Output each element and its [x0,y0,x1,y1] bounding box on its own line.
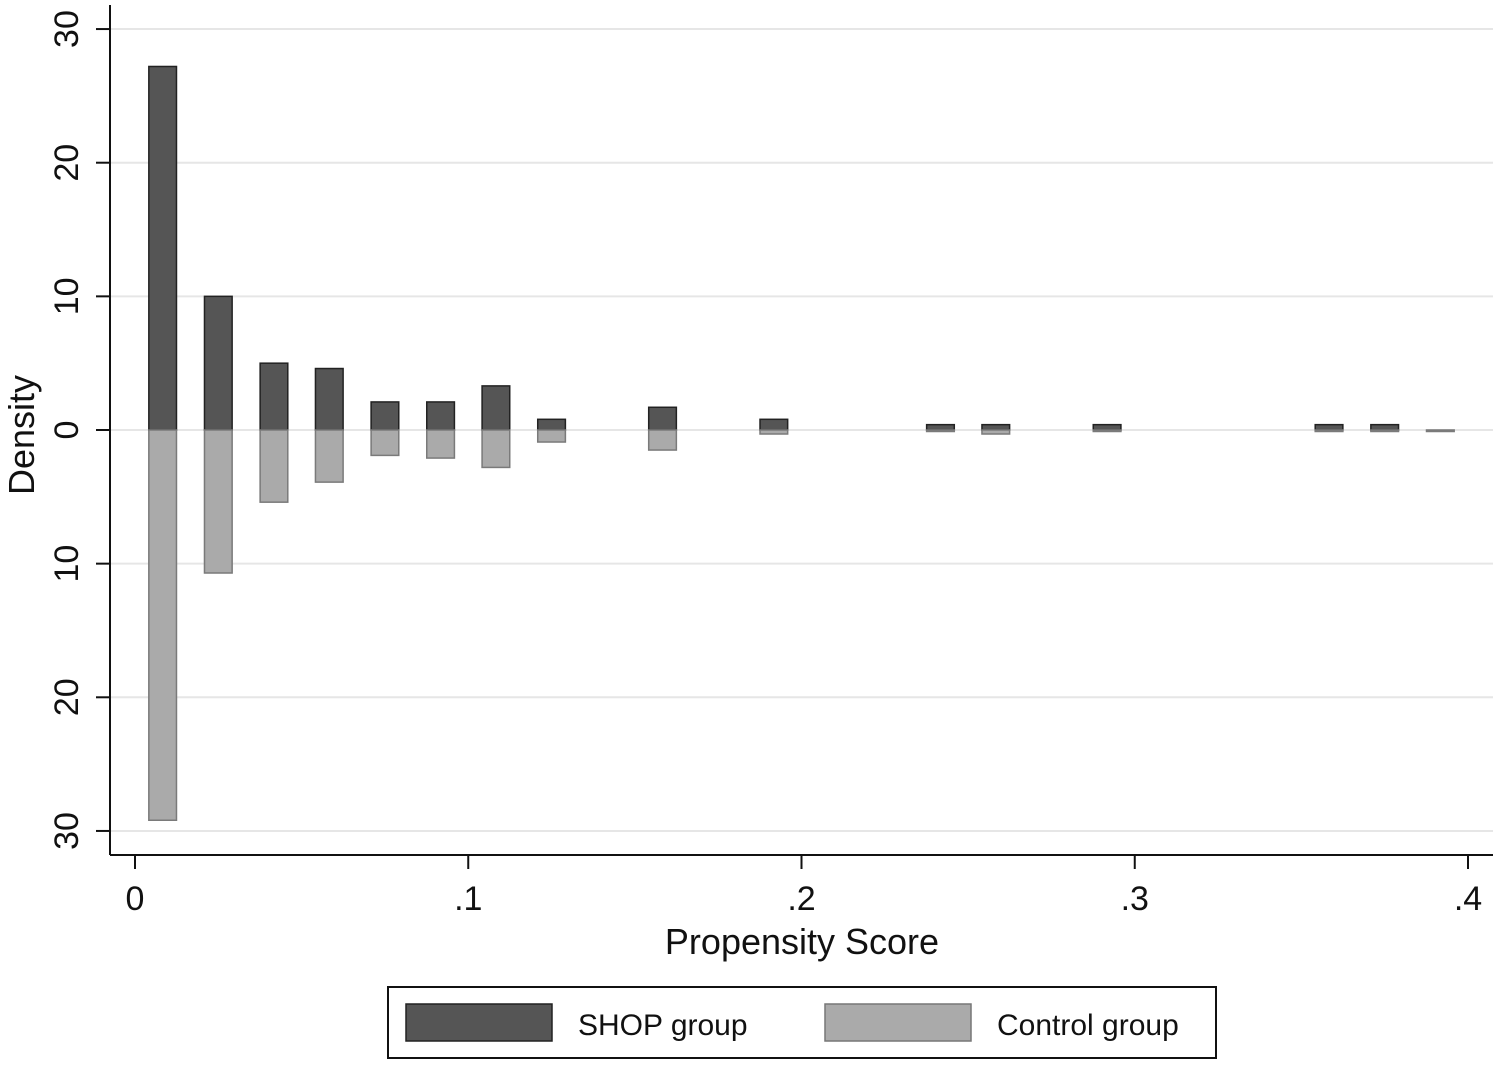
x-tick-label-0: 0 [126,880,145,918]
bar-control-6 [481,429,511,469]
bar-shop-3 [314,367,344,431]
x-tick-label-2: .2 [787,880,815,918]
bars [148,65,1455,822]
bar-control-0 [148,429,178,822]
y-tick-label-0: 30 [48,10,86,48]
legend-label-control: Control group [997,1009,1179,1042]
bar-shop-10 [925,423,956,431]
bar-control-12 [1092,429,1122,433]
bar-shop-2 [259,362,289,431]
legend: SHOP group Control group [387,986,1217,1059]
bar-control-9 [759,429,789,435]
bar-shop-1 [203,295,233,431]
bar-control-10 [925,429,956,433]
bar-shop-0 [148,65,178,431]
tick-labels: 0 .1 .2 .3 .4 30 20 10 0 10 20 30 [48,10,1482,918]
y-axis-title: Density [1,375,42,495]
bar-control-8 [647,429,678,451]
bar-shop-13 [1314,423,1344,431]
y-tick-label-2: 10 [48,277,86,315]
y-tick-label-4: 10 [48,545,86,583]
bar-control-15 [1425,429,1455,433]
x-axis-title: Propensity Score [665,921,939,962]
bar-control-11 [981,429,1011,435]
y-tick-label-3: 0 [48,421,86,440]
legend-swatch-control [824,1003,972,1042]
bar-shop-4 [370,401,400,431]
bar-shop-11 [981,423,1011,431]
bar-control-14 [1370,429,1400,433]
bar-control-7 [536,429,567,443]
bar-shop-7 [536,418,567,431]
bar-control-3 [314,429,344,483]
x-tick-label-3: .3 [1121,880,1149,918]
bar-shop-5 [426,401,456,431]
y-tick-label-1: 20 [48,144,86,182]
y-tick-label-5: 20 [48,678,86,716]
bar-control-2 [259,429,289,503]
x-tick-label-4: .4 [1454,880,1482,918]
bar-control-5 [426,429,456,459]
bar-shop-8 [647,406,678,431]
bar-shop-12 [1092,423,1122,431]
y-tick-label-6: 30 [48,812,86,850]
bar-control-4 [370,429,400,457]
legend-label-shop: SHOP group [578,1009,748,1042]
axes [96,5,1493,869]
bar-shop-14 [1370,423,1400,431]
bar-shop-6 [481,385,511,431]
legend-swatch-shop [405,1003,553,1042]
bar-shop-9 [759,418,789,431]
x-tick-label-1: .1 [454,880,482,918]
bar-control-13 [1314,429,1344,433]
bar-control-1 [203,429,233,574]
